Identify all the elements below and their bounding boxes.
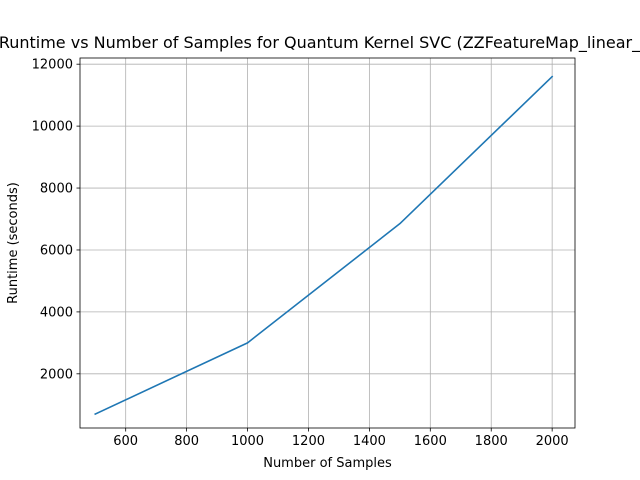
x-tick-label: 1800 — [475, 434, 508, 449]
y-tick-label: 8000 — [40, 182, 73, 197]
y-tick-label: 6000 — [40, 243, 73, 258]
y-tick-label: 10000 — [32, 120, 73, 135]
x-tick-label: 2000 — [536, 434, 569, 449]
x-tick-label: 1600 — [414, 434, 447, 449]
x-tick-label: 1200 — [292, 434, 325, 449]
y-tick-label: 2000 — [40, 367, 73, 382]
grid — [80, 58, 575, 428]
x-tick-label: 1400 — [353, 434, 386, 449]
series-group — [94, 75, 554, 416]
chart-title: Runtime vs Number of Samples for Quantum… — [0, 33, 640, 53]
x-tick-label: 600 — [113, 434, 138, 449]
y-tick-label: 4000 — [40, 305, 73, 320]
y-tick-label: 12000 — [32, 58, 73, 73]
y-axis-ticks: 2000 4000 6000 8000 10000 12000 — [32, 58, 80, 382]
series-line — [94, 75, 554, 416]
x-tick-label: 1000 — [231, 434, 264, 449]
x-axis-label: Number of Samples — [263, 456, 392, 471]
x-axis-ticks: 600 800 1000 1200 1400 1600 1800 2000 — [113, 428, 569, 449]
x-tick-label: 800 — [174, 434, 199, 449]
y-axis-label: Runtime (seconds) — [6, 182, 21, 304]
plot-frame — [79, 57, 576, 429]
